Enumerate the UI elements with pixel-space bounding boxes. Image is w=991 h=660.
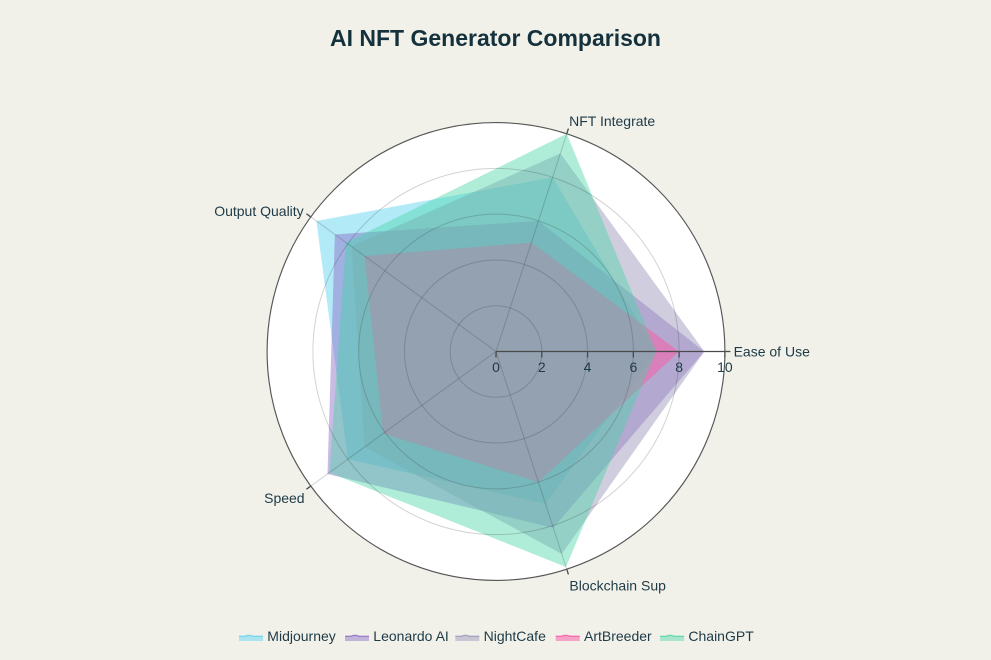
svg-text:0: 0 — [492, 359, 500, 375]
svg-text:NightCafe: NightCafe — [484, 628, 546, 644]
svg-text:Ease of Use: Ease of Use — [734, 344, 810, 360]
svg-text:4: 4 — [584, 359, 592, 375]
svg-text:6: 6 — [629, 359, 637, 375]
svg-text:ChainGPT: ChainGPT — [688, 628, 754, 644]
svg-text:2: 2 — [538, 359, 546, 375]
svg-text:ArtBreeder: ArtBreeder — [584, 628, 652, 644]
svg-text:Speed: Speed — [264, 490, 304, 506]
svg-text:Blockchain Sup: Blockchain Sup — [569, 578, 666, 594]
svg-text:Midjourney: Midjourney — [267, 628, 335, 644]
svg-text:Output Quality: Output Quality — [214, 203, 304, 219]
svg-text:AI NFT Generator Comparison: AI NFT Generator Comparison — [330, 25, 661, 51]
svg-text:NFT Integrate: NFT Integrate — [569, 113, 655, 129]
svg-text:Leonardo AI: Leonardo AI — [373, 628, 449, 644]
svg-text:8: 8 — [675, 359, 683, 375]
svg-text:10: 10 — [717, 359, 733, 375]
